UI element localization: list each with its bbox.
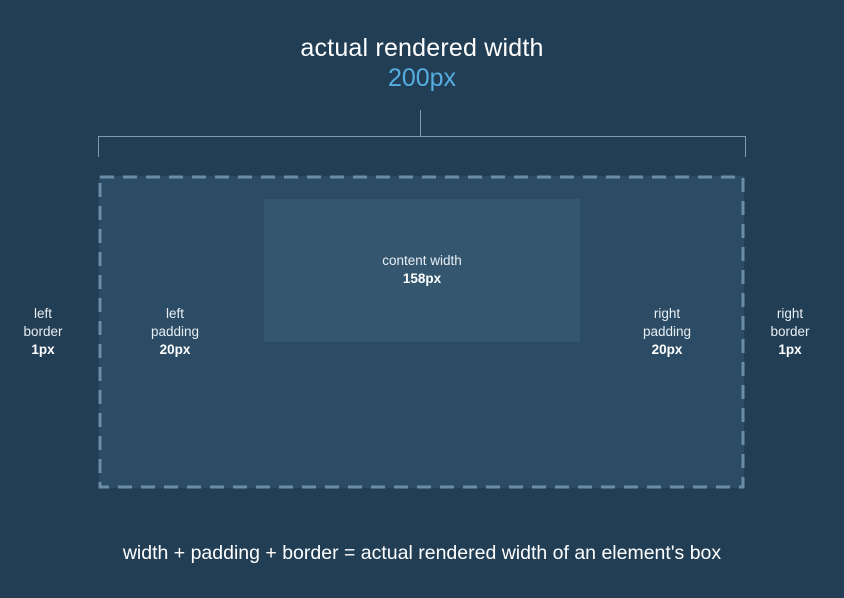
content-width-value: 158px	[402, 271, 442, 286]
content-width-text: content width	[382, 253, 462, 268]
content-area	[264, 199, 580, 342]
right-padding-label: right padding 20px	[627, 305, 707, 359]
right-border-line2: border	[770, 324, 810, 339]
box-model-formula: width + padding + border = actual render…	[122, 542, 722, 564]
left-border-line1: left	[33, 306, 52, 321]
left-padding-line2: padding	[150, 324, 200, 339]
left-border-label: left border 1px	[13, 305, 73, 359]
left-border-value: 1px	[31, 342, 55, 357]
left-padding-value: 20px	[159, 342, 191, 357]
left-padding-label: left padding 20px	[135, 305, 215, 359]
right-padding-value: 20px	[651, 342, 683, 357]
content-width-label: content width 158px	[264, 252, 580, 288]
right-padding-line2: padding	[642, 324, 692, 339]
left-border-line2: border	[23, 324, 63, 339]
right-border-value: 1px	[778, 342, 802, 357]
diagram-title: actual rendered width	[300, 34, 544, 62]
left-padding-line1: left	[165, 306, 184, 321]
right-padding-line1: right	[653, 306, 681, 321]
right-border-label: right border 1px	[760, 305, 820, 359]
right-border-line1: right	[776, 306, 804, 321]
total-width-value: 200px	[387, 64, 457, 92]
